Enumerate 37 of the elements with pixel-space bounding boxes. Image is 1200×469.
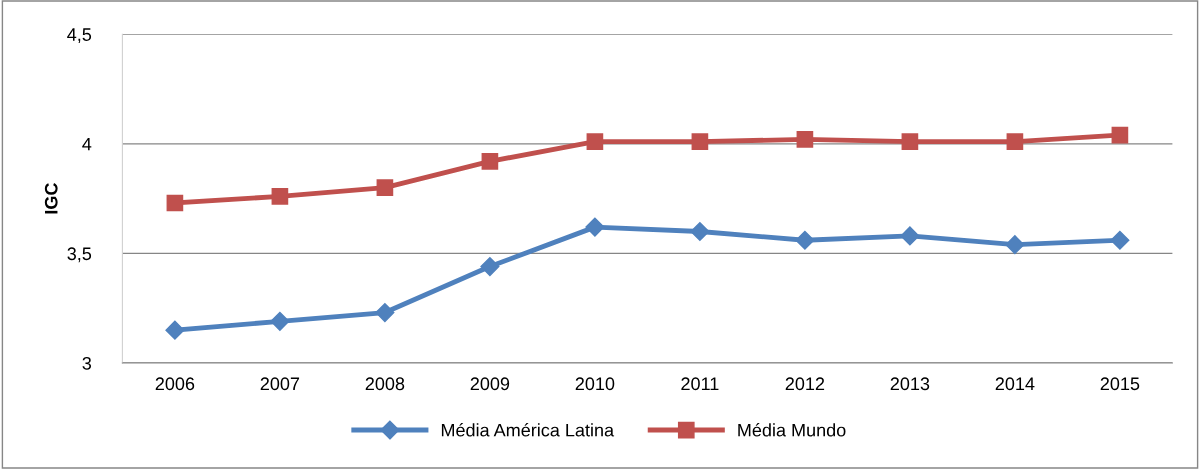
x-tick-label: 2009 (470, 377, 510, 391)
point (586, 133, 604, 150)
x-tick-label: 2012 (785, 377, 825, 391)
y-axis-title: IGC (44, 183, 58, 214)
point (690, 221, 710, 242)
point (271, 188, 289, 205)
y-tick-label: 4 (82, 137, 92, 151)
x-tick-label: 2008 (365, 377, 405, 391)
point (1005, 235, 1025, 255)
point (585, 217, 605, 237)
point (795, 230, 815, 250)
point (900, 226, 920, 246)
point (901, 133, 919, 150)
y-tick-label: 4,5 (67, 28, 92, 44)
legend-label: Média América Latina (441, 423, 615, 437)
x-tick-label: 2006 (155, 377, 195, 391)
point (481, 153, 499, 170)
point (166, 194, 184, 212)
x-tick-label: 2011 (681, 377, 719, 391)
point (375, 303, 395, 323)
point (376, 179, 394, 196)
point (1006, 133, 1024, 150)
x-tick-label: 2014 (995, 377, 1035, 391)
point (480, 257, 500, 277)
point (796, 131, 814, 148)
point (691, 133, 709, 150)
point (1110, 230, 1130, 250)
x-tick-label: 2010 (575, 377, 615, 391)
legend-label: Média Mundo (738, 423, 846, 437)
x-tick-label: 2013 (890, 377, 930, 391)
x-tick-label: 2007 (260, 377, 300, 391)
point (270, 311, 290, 331)
y-tick-label: 3 (82, 356, 92, 370)
point (165, 320, 185, 340)
point (1111, 126, 1129, 144)
y-tick-label: 3,5 (67, 247, 92, 263)
x-tick-label: 2015 (1100, 377, 1140, 391)
